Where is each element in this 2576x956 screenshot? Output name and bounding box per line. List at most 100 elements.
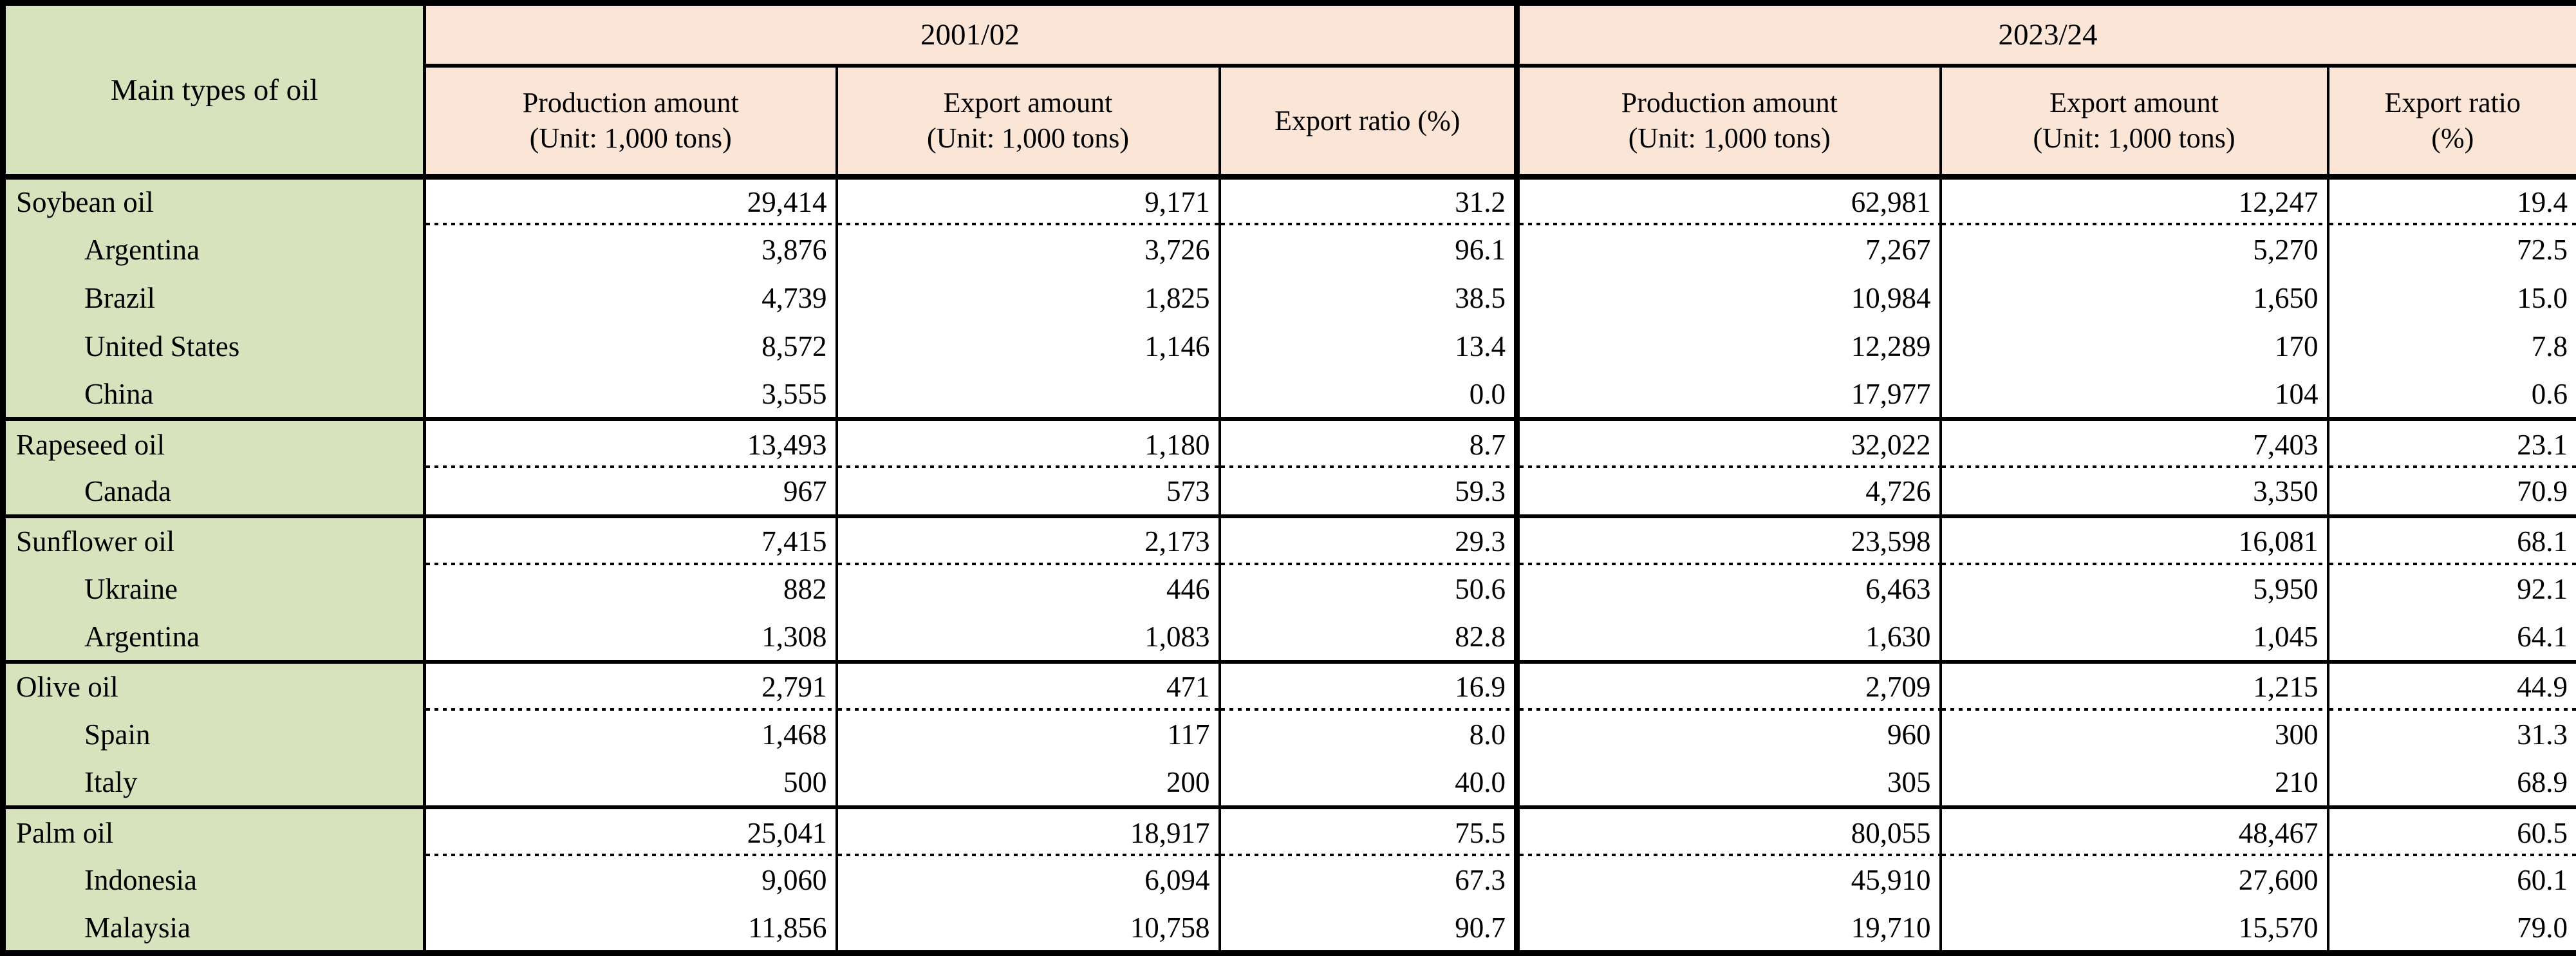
cell-exp-2324: 170 (1940, 322, 2329, 371)
cell-exp-0102: 9,171 (836, 176, 1221, 225)
cell-ratio-0102: 16.9 (1219, 662, 1520, 711)
cell-ratio-2324: 7.8 (2328, 322, 2576, 371)
cell-ratio-0102: 50.6 (1219, 565, 1520, 614)
cell-ratio-0102: 59.3 (1219, 467, 1520, 519)
col-header-ratio-0102: Export ratio (%) (1219, 65, 1520, 180)
table-row: Olive oil 2,791 471 16.9 2,709 1,215 44.9 (3, 662, 2576, 711)
table-row: Argentina 1,308 1,083 82.8 1,630 1,045 64.1 (3, 613, 2576, 664)
cell-exp-2324: 12,247 (1940, 176, 2329, 225)
cell-exp-0102: 471 (836, 662, 1221, 711)
cell-exp-2324: 3,350 (1940, 467, 2329, 519)
cell-exp-0102: 2,173 (836, 516, 1221, 565)
country-label: Argentina (3, 613, 426, 664)
cell-exp-0102: 6,094 (836, 856, 1221, 905)
cell-ratio-0102: 90.7 (1219, 904, 1520, 953)
cell-ratio-2324: 15.0 (2328, 274, 2576, 323)
cell-exp-2324: 1,215 (1940, 662, 2329, 711)
oil-type-label: Soybean oil (3, 176, 426, 225)
country-label: Spain (3, 710, 426, 759)
cell-ratio-2324: 70.9 (2328, 467, 2576, 519)
country-label: Indonesia (3, 856, 426, 905)
cell-prod-2324: 23,598 (1517, 516, 1942, 565)
cell-prod-2324: 12,289 (1517, 322, 1942, 371)
cell-prod-0102: 29,414 (424, 176, 838, 225)
cell-exp-2324: 5,950 (1940, 565, 2329, 614)
cell-prod-2324: 960 (1517, 710, 1942, 759)
cell-exp-2324: 7,403 (1940, 419, 2329, 468)
cell-prod-0102: 2,791 (424, 662, 838, 711)
cell-exp-0102 (836, 371, 1221, 422)
country-label: China (3, 371, 426, 422)
cell-prod-2324: 7,267 (1517, 225, 1942, 274)
table-row: Sunflower oil 7,415 2,173 29.3 23,598 16,081 6… (3, 516, 2576, 565)
country-label: United States (3, 322, 426, 371)
cell-prod-0102: 3,876 (424, 225, 838, 274)
cell-ratio-0102: 8.0 (1219, 710, 1520, 759)
col-header-export-2324: Export amount (Unit: 1,000 tons) (1940, 65, 2329, 180)
cell-ratio-2324: 0.6 (2328, 371, 2576, 422)
cell-prod-2324: 45,910 (1517, 856, 1942, 905)
cell-ratio-0102: 8.7 (1219, 419, 1520, 468)
cell-ratio-0102: 96.1 (1219, 225, 1520, 274)
country-label: Canada (3, 467, 426, 519)
year-header-2023-24: 2023/24 (1517, 3, 2576, 68)
cell-prod-2324: 32,022 (1517, 419, 1942, 468)
cell-prod-2324: 17,977 (1517, 371, 1942, 422)
cell-ratio-0102: 29.3 (1219, 516, 1520, 565)
cell-exp-0102: 446 (836, 565, 1221, 614)
cell-prod-2324: 19,710 (1517, 904, 1942, 953)
cell-ratio-2324: 44.9 (2328, 662, 2576, 711)
table-row: Italy 500 200 40.0 305 210 68.9 (3, 759, 2576, 810)
cell-exp-0102: 1,180 (836, 419, 1221, 468)
cell-ratio-2324: 31.3 (2328, 710, 2576, 759)
cell-ratio-0102: 38.5 (1219, 274, 1520, 323)
cell-exp-2324: 27,600 (1940, 856, 2329, 905)
table-row: Ukraine 882 446 50.6 6,463 5,950 92.1 (3, 565, 2576, 614)
col-header-export-0102: Export amount (Unit: 1,000 tons) (836, 65, 1221, 180)
cell-exp-0102: 18,917 (836, 807, 1221, 856)
cell-ratio-2324: 64.1 (2328, 613, 2576, 664)
cell-prod-2324: 10,984 (1517, 274, 1942, 323)
oil-type-label: Olive oil (3, 662, 426, 711)
cell-ratio-0102: 75.5 (1219, 807, 1520, 856)
cell-prod-2324: 4,726 (1517, 467, 1942, 519)
table-body: Soybean oil 29,414 9,171 31.2 62,981 12,247 19… (3, 176, 2576, 953)
cell-exp-0102: 117 (836, 710, 1221, 759)
table-row: Indonesia 9,060 6,094 67.3 45,910 27,600 60.1 (3, 856, 2576, 905)
cell-exp-0102: 3,726 (836, 225, 1221, 274)
cell-prod-0102: 3,555 (424, 371, 838, 422)
cell-exp-0102: 10,758 (836, 904, 1221, 953)
cell-prod-2324: 6,463 (1517, 565, 1942, 614)
cell-prod-2324: 2,709 (1517, 662, 1942, 711)
cell-ratio-2324: 92.1 (2328, 565, 2576, 614)
subheader-row: Production amount (Unit: 1,000 tons) Exp… (3, 65, 2576, 180)
cell-prod-0102: 7,415 (424, 516, 838, 565)
table-row: United States 8,572 1,146 13.4 12,289 170 7.8 (3, 322, 2576, 371)
cell-ratio-2324: 23.1 (2328, 419, 2576, 468)
cell-ratio-0102: 40.0 (1219, 759, 1520, 810)
cell-exp-0102: 1,825 (836, 274, 1221, 323)
cell-prod-0102: 967 (424, 467, 838, 519)
cell-exp-0102: 1,146 (836, 322, 1221, 371)
table-row: Rapeseed oil 13,493 1,180 8.7 32,022 7,403 23.… (3, 419, 2576, 468)
table-row: Brazil 4,739 1,825 38.5 10,984 1,650 15.0 (3, 274, 2576, 323)
cell-ratio-2324: 79.0 (2328, 904, 2576, 953)
cell-prod-0102: 1,468 (424, 710, 838, 759)
col-header-production-0102: Production amount (Unit: 1,000 tons) (424, 65, 838, 180)
cell-ratio-2324: 60.5 (2328, 807, 2576, 856)
cell-exp-2324: 300 (1940, 710, 2329, 759)
cell-prod-0102: 9,060 (424, 856, 838, 905)
col-header-ratio-2324: Export ratio (%) (2328, 65, 2576, 180)
cell-ratio-0102: 13.4 (1219, 322, 1520, 371)
cell-ratio-2324: 72.5 (2328, 225, 2576, 274)
cell-exp-0102: 1,083 (836, 613, 1221, 664)
oil-type-label: Rapeseed oil (3, 419, 426, 468)
cell-ratio-2324: 68.1 (2328, 516, 2576, 565)
corner-header-main-types-of-oil: Main types of oil (3, 3, 426, 180)
cell-prod-2324: 305 (1517, 759, 1942, 810)
table-row: Spain 1,468 117 8.0 960 300 31.3 (3, 710, 2576, 759)
table-row: China 3,555 0.0 17,977 104 0.6 (3, 371, 2576, 422)
country-label: Argentina (3, 225, 426, 274)
cell-ratio-0102: 67.3 (1219, 856, 1520, 905)
cell-prod-2324: 1,630 (1517, 613, 1942, 664)
